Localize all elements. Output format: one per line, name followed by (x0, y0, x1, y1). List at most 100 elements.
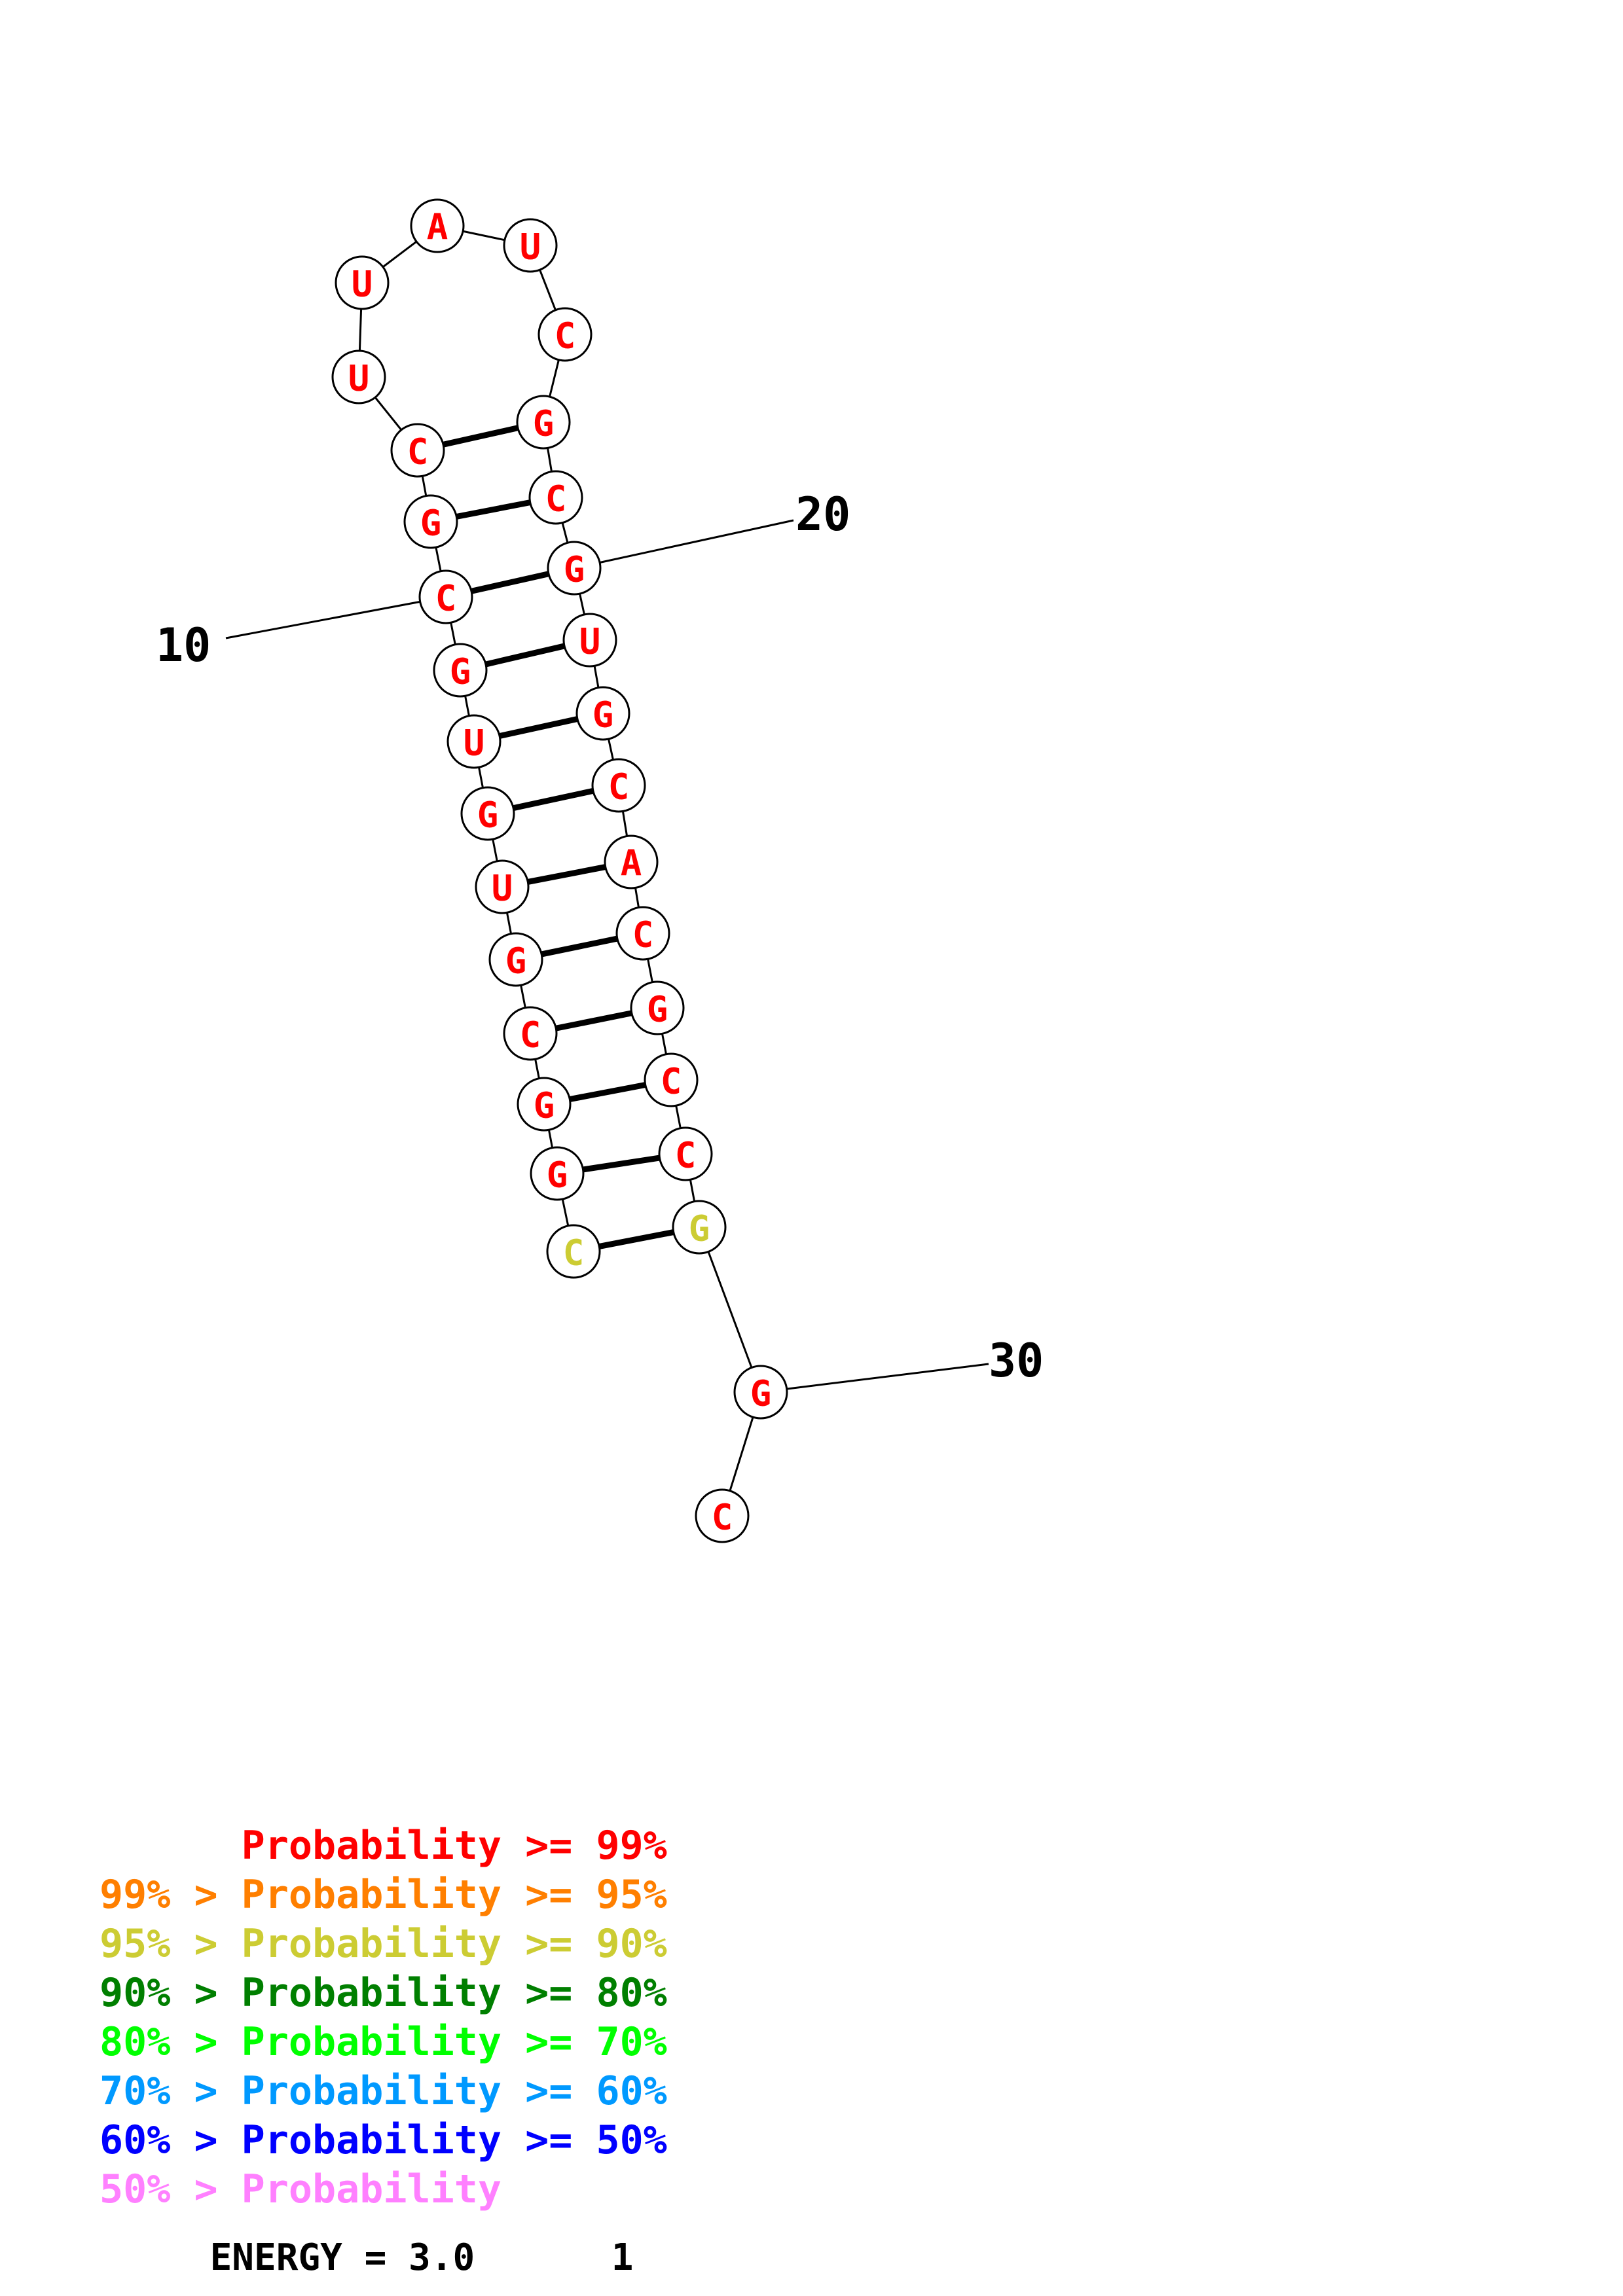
nucleotide-letter: C (608, 766, 630, 808)
nucleotide-letter: G (689, 1208, 710, 1249)
nucleotide: G (488, 932, 543, 987)
nucleotide-circle (460, 786, 515, 841)
base-pair-layer (443, 425, 674, 1249)
position-tick (225, 600, 420, 639)
nucleotide-letter: G (647, 989, 668, 1030)
nucleotide-circle (475, 859, 530, 914)
legend-row-ge99: Probability >= 99% (242, 1823, 667, 1869)
base-pair-bond (484, 643, 566, 668)
nucleotide-circle (562, 613, 617, 668)
legend-prefix: 70% > (100, 2068, 242, 2114)
nucleotide-circle (517, 1077, 572, 1132)
nucleotide-letter: G (593, 694, 614, 736)
nucleotide-letter: A (427, 207, 448, 248)
legend-text: Probability >= 60% (242, 2068, 667, 2114)
legend-prefix: 95% > (100, 1921, 242, 1967)
base-pair-bond (499, 716, 578, 739)
base-pair-bond (471, 571, 549, 594)
nucleotide-circle (331, 350, 386, 404)
legend-row-ge50: 60% > Probability >= 50% (100, 2117, 667, 2163)
nucleotide: G (517, 1077, 572, 1132)
nucleotide-letter: C (675, 1135, 697, 1176)
legend-prefix: 80% > (100, 2019, 242, 2065)
structure-number: 1 (611, 2236, 634, 2279)
legend-prefix: 99% > (100, 1872, 242, 1918)
nucleotide-circle (433, 643, 488, 698)
probability-legend: Probability >= 99%99% > Probability >= 9… (100, 1823, 667, 2212)
nucleotide: G (460, 786, 515, 841)
nucleotide: A (604, 834, 659, 889)
nucleotide-letter: G (750, 1373, 772, 1414)
position-tick (786, 1363, 989, 1390)
nucleotide-circle (546, 1224, 601, 1279)
nucleotide-circle (658, 1126, 713, 1181)
nucleotide-letter: U (579, 621, 601, 662)
nucleotide-circle (503, 1006, 558, 1061)
nucleotide: G (672, 1200, 727, 1255)
nucleotide-circle (335, 255, 390, 310)
nucleotide-letter: C (545, 478, 567, 520)
energy-line: ENERGY = 3.0 1 (100, 2236, 700, 2279)
legend-text: Probability >= 99% (242, 1823, 667, 1869)
nucleotide: G (516, 395, 571, 450)
nucleotide-letter: C (520, 1014, 541, 1056)
nucleotide: G (733, 1365, 788, 1420)
nucleotide: C (390, 423, 445, 478)
nucleotide-letter: U (520, 226, 541, 268)
nucleotide: G (433, 643, 488, 698)
nucleotide: C (615, 906, 670, 961)
nucleotide-letter: G (534, 1085, 555, 1126)
nucleotide: G (575, 686, 630, 741)
nucleotide: G (530, 1146, 585, 1201)
nucleotide: U (335, 255, 390, 310)
nucleotide: C (546, 1224, 601, 1279)
nucleotide-letter: C (555, 315, 576, 357)
position-label-30: 30 (989, 1334, 1044, 1388)
nucleotide-circle (410, 198, 465, 253)
nucleotide: C (418, 569, 473, 624)
nucleotide-circle (644, 1052, 699, 1107)
nucleotide-letter: A (621, 843, 642, 884)
nucleotide-circle (418, 569, 473, 624)
nucleotide-letter: G (547, 1155, 568, 1196)
nucleotide: C (591, 758, 646, 813)
nucleotide-circle (528, 470, 583, 525)
position-label-layer: 10 20 30 (156, 488, 1044, 1388)
nucleotide: C (644, 1052, 699, 1107)
nucleotide-letter: U (352, 264, 373, 305)
nucleotide-letter: C (712, 1497, 733, 1538)
nucleotide: U (503, 218, 558, 273)
position-label-10: 10 (156, 619, 211, 672)
legend-text: Probability >= 70% (242, 2019, 667, 2065)
nucleotide-letter: G (505, 941, 527, 982)
nucleotide-circle (575, 686, 630, 741)
base-pair-bond (541, 935, 618, 958)
legend-row-ge80: 90% > Probability >= 80% (100, 1970, 667, 2016)
energy-value: ENERGY = 3.0 (210, 2236, 475, 2279)
base-pair-bond (555, 1010, 632, 1031)
nucleotide: G (630, 980, 685, 1035)
legend-text: Probability (242, 2166, 501, 2212)
nucleotide: U (447, 714, 501, 769)
nucleotide-letter: U (492, 868, 513, 909)
nucleotide-letter: C (632, 914, 654, 956)
legend-row-ge90: 95% > Probability >= 90% (100, 1921, 667, 1967)
nucleotide-circle (538, 307, 593, 362)
nucleotide-letter: C (435, 578, 457, 619)
legend-text: Probability >= 50% (242, 2117, 667, 2163)
nucleotide-letter: C (661, 1061, 682, 1102)
nucleotide-circle (604, 834, 659, 889)
position-label-20: 20 (795, 488, 850, 541)
nucleotide-letter: G (564, 549, 585, 590)
legend-row-ge70: 80% > Probability >= 70% (100, 2019, 667, 2065)
nucleotide-circle (403, 494, 458, 549)
nucleotide-circle (733, 1365, 788, 1420)
base-pair-bond (598, 1229, 674, 1249)
base-pair-bond (456, 499, 531, 520)
nucleotide-letter: U (464, 723, 485, 764)
nucleotide-circle (503, 218, 558, 273)
nucleotide-circle (591, 758, 646, 813)
nucleotide: U (562, 613, 617, 668)
